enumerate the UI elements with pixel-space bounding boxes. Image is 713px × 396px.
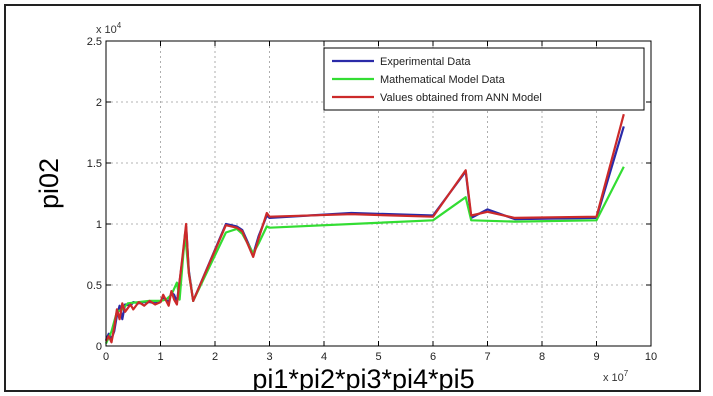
legend: Experimental Data Mathematical Model Data… <box>323 47 645 111</box>
series-lines <box>104 113 625 345</box>
x-tick-label: 8 <box>539 351 545 363</box>
x-multiplier-base: x 10 <box>603 372 624 384</box>
x-multiplier-exponent: 7 <box>624 369 629 378</box>
x-tick-label: 0 <box>103 351 109 363</box>
legend-entry-label: Values obtained from ANN Model <box>380 92 542 104</box>
y-multiplier-exponent: 4 <box>117 21 122 30</box>
x-tick-label: 4 <box>321 351 327 363</box>
y-tick-label: 0 <box>96 341 102 353</box>
x-tick-label: 3 <box>266 351 272 363</box>
y-tick-label: 1 <box>96 219 102 231</box>
x-tick-label: 1 <box>157 351 163 363</box>
y-tick-label: 2 <box>96 97 102 109</box>
legend-entry-label: Mathematical Model Data <box>380 74 506 86</box>
x-tick-label: 10 <box>645 351 657 363</box>
legend-box <box>323 47 645 111</box>
y-multiplier-base: x 10 <box>96 24 117 36</box>
series-line <box>104 126 625 341</box>
y-axis-label: pi02 <box>34 158 64 209</box>
series-line <box>105 113 625 344</box>
x-tick-label: 7 <box>484 351 490 363</box>
x-tick-label: 9 <box>593 351 599 363</box>
legend-entry-label: Experimental Data <box>380 56 471 68</box>
figure-frame: 0 1 2 3 4 5 6 7 8 9 10 0 0.5 1 1.5 2 2.5 x 104 x 107 pi1… <box>4 4 701 392</box>
x-tick-label: 2 <box>212 351 218 363</box>
y-tick-label: 2.5 <box>87 36 102 48</box>
x-tick-label: 6 <box>430 351 436 363</box>
x-axis-multiplier: x 107 <box>603 369 629 384</box>
y-axis-multiplier: x 104 <box>96 21 122 36</box>
x-tick-label: 5 <box>375 351 381 363</box>
y-tick-label: 1.5 <box>87 158 102 170</box>
axis-ticks: 0 1 2 3 4 5 6 7 8 9 10 0 0.5 1 1.5 2 2.5 <box>87 36 657 363</box>
y-tick-label: 0.5 <box>87 280 102 292</box>
x-axis-label: pi1*pi2*pi3*pi4*pi5 <box>252 364 474 390</box>
